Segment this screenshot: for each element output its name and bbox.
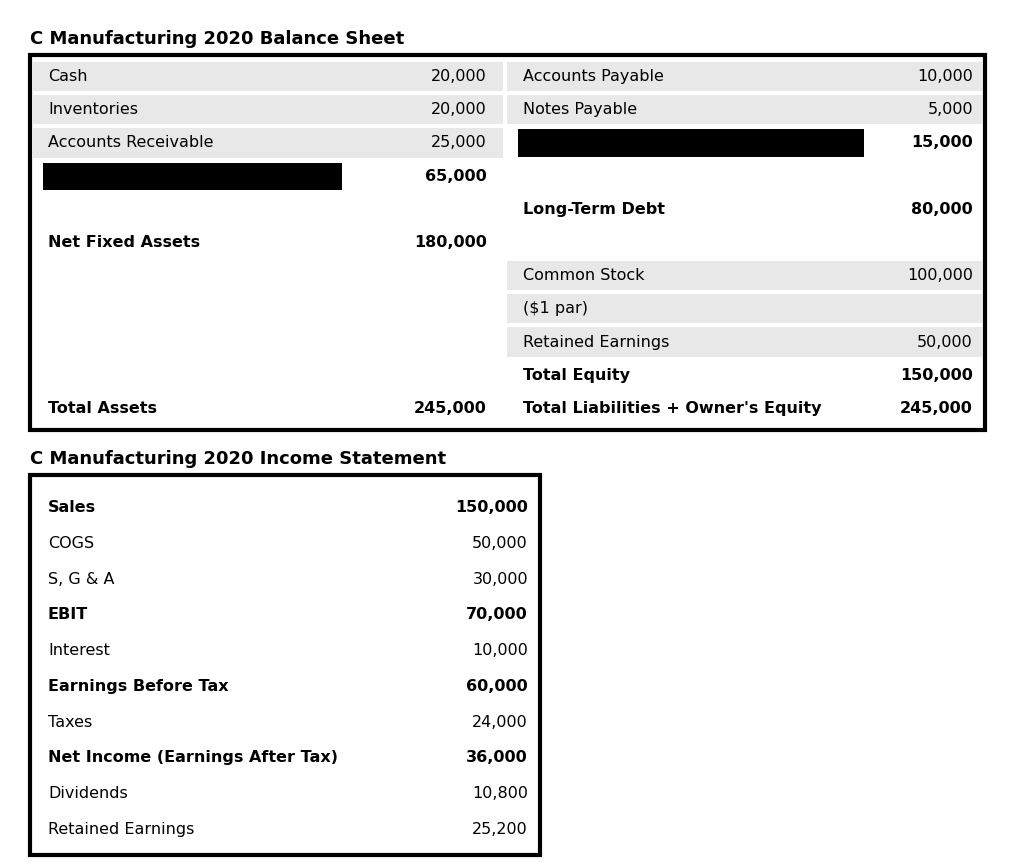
Text: 180,000: 180,000: [414, 235, 487, 250]
Text: 10,000: 10,000: [472, 643, 528, 658]
Text: 60,000: 60,000: [466, 679, 528, 694]
Text: Total Equity: Total Equity: [523, 368, 630, 383]
Bar: [32, 62, 503, 91]
Text: 25,000: 25,000: [431, 135, 487, 151]
Text: 65,000: 65,000: [425, 169, 487, 184]
Text: Dividends: Dividends: [48, 786, 128, 801]
Text: EBIT: EBIT: [48, 607, 88, 623]
Text: 70,000: 70,000: [466, 607, 528, 623]
Text: 50,000: 50,000: [918, 334, 973, 350]
Text: 10,000: 10,000: [918, 69, 973, 84]
Bar: [508, 294, 983, 324]
Bar: [508, 95, 983, 125]
Text: Inventories: Inventories: [48, 102, 138, 117]
Bar: [30, 475, 540, 855]
Text: Accounts Payable: Accounts Payable: [523, 69, 664, 84]
Text: 20,000: 20,000: [431, 102, 487, 117]
Text: Accounts Receivable: Accounts Receivable: [48, 135, 213, 151]
Bar: [32, 128, 503, 158]
Text: 15,000: 15,000: [911, 135, 973, 151]
Text: Total Liabilities + Owner's Equity: Total Liabilities + Owner's Equity: [523, 401, 821, 416]
Text: Long-Term Debt: Long-Term Debt: [523, 202, 665, 216]
Text: Interest: Interest: [48, 643, 110, 658]
Text: Taxes: Taxes: [48, 714, 92, 729]
Text: S, G & A: S, G & A: [48, 572, 115, 587]
Text: 20,000: 20,000: [431, 69, 487, 84]
Text: Notes Payable: Notes Payable: [523, 102, 637, 117]
Bar: [30, 55, 985, 430]
Text: Retained Earnings: Retained Earnings: [523, 334, 669, 350]
Text: 10,800: 10,800: [472, 786, 528, 801]
Bar: [518, 129, 864, 157]
Text: 100,000: 100,000: [907, 268, 973, 283]
Text: 245,000: 245,000: [414, 401, 487, 416]
Text: COGS: COGS: [48, 536, 94, 551]
Text: Common Stock: Common Stock: [523, 268, 645, 283]
Text: Earnings Before Tax: Earnings Before Tax: [48, 679, 228, 694]
Bar: [508, 327, 983, 357]
Text: C Manufacturing 2020 Income Statement: C Manufacturing 2020 Income Statement: [30, 450, 447, 468]
Text: 50,000: 50,000: [472, 536, 528, 551]
Bar: [508, 261, 983, 290]
Text: Net Fixed Assets: Net Fixed Assets: [48, 235, 200, 250]
Text: 24,000: 24,000: [472, 714, 528, 729]
Text: Net Income (Earnings After Tax): Net Income (Earnings After Tax): [48, 750, 338, 766]
Text: C Manufacturing 2020 Balance Sheet: C Manufacturing 2020 Balance Sheet: [30, 30, 404, 48]
Text: 150,000: 150,000: [900, 368, 973, 383]
Text: 36,000: 36,000: [466, 750, 528, 766]
Bar: [43, 163, 342, 190]
Text: 150,000: 150,000: [455, 501, 528, 515]
Text: 30,000: 30,000: [472, 572, 528, 587]
Text: ($1 par): ($1 par): [523, 301, 588, 316]
Text: 25,200: 25,200: [472, 822, 528, 837]
Text: Sales: Sales: [48, 501, 96, 515]
Text: Total Assets: Total Assets: [48, 401, 157, 416]
Text: Retained Earnings: Retained Earnings: [48, 822, 195, 837]
Bar: [32, 95, 503, 125]
Text: 5,000: 5,000: [928, 102, 973, 117]
Text: Cash: Cash: [48, 69, 87, 84]
Bar: [508, 62, 983, 91]
Text: 80,000: 80,000: [911, 202, 973, 216]
Text: 245,000: 245,000: [900, 401, 973, 416]
